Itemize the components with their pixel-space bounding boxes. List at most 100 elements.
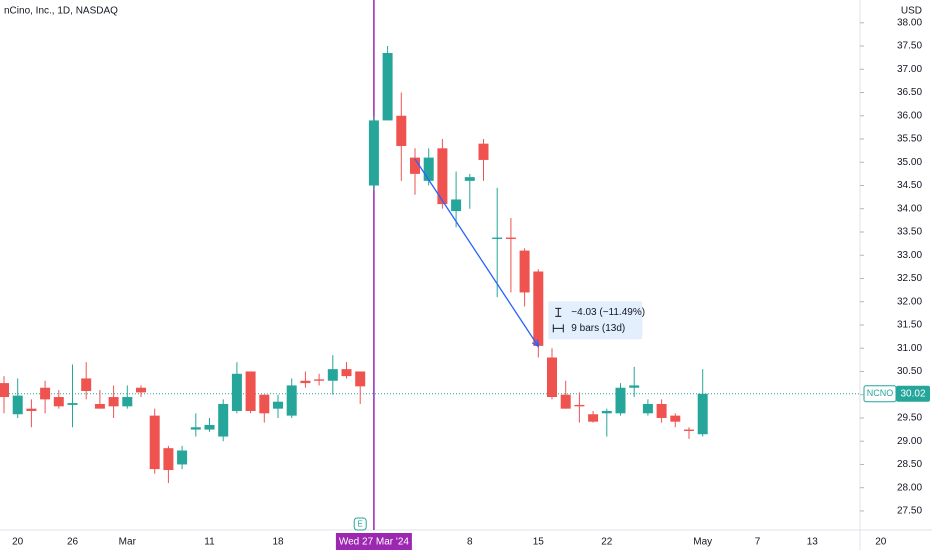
y-tick-label: 31.00 bbox=[897, 343, 922, 354]
y-tick-label: 27.50 bbox=[897, 506, 922, 517]
y-tick-label: 38.00 bbox=[897, 17, 922, 28]
candle-body bbox=[231, 373, 242, 411]
candle-body bbox=[560, 394, 571, 409]
y-tick-label: 34.00 bbox=[897, 203, 922, 214]
candle-body bbox=[122, 397, 133, 407]
candle-body bbox=[697, 393, 708, 435]
candle-body bbox=[684, 429, 694, 431]
candle-body bbox=[519, 250, 530, 293]
y-tick-label: 35.50 bbox=[897, 134, 922, 145]
crosshair-time-box bbox=[335, 533, 412, 550]
last-price-label: 30.02 bbox=[900, 388, 925, 399]
symbol-tag-label: NCNO bbox=[867, 388, 894, 398]
candle-body bbox=[355, 371, 366, 387]
candle-body bbox=[94, 404, 105, 409]
currency: USD bbox=[901, 6, 922, 17]
candle-body bbox=[245, 371, 256, 411]
candle-body bbox=[410, 157, 420, 174]
x-tick-label: 11 bbox=[204, 537, 215, 548]
y-tick-label: 31.50 bbox=[897, 320, 922, 331]
candle-body bbox=[547, 357, 557, 398]
measure-line bbox=[414, 158, 539, 347]
candle-body bbox=[190, 427, 201, 430]
candle-body bbox=[204, 424, 215, 430]
last-price-tag bbox=[896, 385, 930, 402]
candle-body bbox=[286, 385, 297, 416]
y-tick-label: 28.50 bbox=[897, 459, 922, 470]
candle-body bbox=[259, 394, 270, 414]
candle-body bbox=[368, 120, 379, 186]
candle-body bbox=[670, 415, 681, 422]
candle-body bbox=[81, 378, 92, 391]
y-tick-label: 33.50 bbox=[897, 227, 922, 238]
x-tick-label: May bbox=[693, 537, 712, 548]
x-tick-label: 15 bbox=[533, 537, 545, 548]
candle-body bbox=[533, 271, 544, 346]
candle-body bbox=[423, 157, 434, 181]
x-tick-label: Mar bbox=[119, 537, 137, 548]
candle-body bbox=[478, 143, 489, 160]
earnings-label: E bbox=[358, 520, 363, 529]
y-tick-label: 33.00 bbox=[897, 250, 922, 261]
x-tick-label: 8 bbox=[467, 537, 473, 548]
candle-body bbox=[396, 115, 407, 146]
y-tick-label: 37.50 bbox=[897, 41, 922, 52]
measure-bars: 9 bars (13d) bbox=[571, 323, 625, 334]
candle-body bbox=[574, 404, 585, 407]
candle-body bbox=[53, 397, 64, 407]
x-tick-label: 26 bbox=[67, 537, 79, 548]
x-tick-label: 7 bbox=[755, 537, 761, 548]
y-tick-label: 30.50 bbox=[897, 366, 922, 377]
candle-body bbox=[656, 404, 667, 418]
crosshair-time-label: Wed 27 Mar '24 bbox=[339, 537, 410, 548]
measure-change: −4.03 (−11.49%) bbox=[571, 307, 645, 318]
y-tick-label: 35.00 bbox=[897, 157, 922, 168]
candle-body bbox=[492, 237, 503, 239]
candle-body bbox=[629, 385, 640, 388]
candle-body bbox=[26, 408, 37, 411]
earnings-marker bbox=[353, 517, 367, 531]
chart-title: nCino, Inc., 1D, NASDAQ bbox=[4, 6, 118, 17]
candle-body bbox=[136, 387, 146, 393]
candle-body bbox=[437, 148, 448, 205]
candle-body bbox=[615, 387, 626, 414]
candle-body bbox=[588, 414, 599, 422]
x-tick-label: 18 bbox=[272, 537, 284, 548]
candle-body bbox=[327, 369, 338, 381]
candle-body bbox=[108, 397, 119, 407]
candle-body bbox=[40, 387, 51, 400]
candle-body bbox=[163, 448, 174, 471]
candle-body bbox=[12, 395, 23, 415]
y-tick-label: 36.50 bbox=[897, 87, 922, 98]
candle-body bbox=[464, 177, 475, 181]
x-tick-label: 20 bbox=[875, 537, 887, 548]
candle-body bbox=[300, 380, 311, 384]
y-tick-label: 29.50 bbox=[897, 413, 922, 424]
candle-body bbox=[642, 404, 653, 414]
y-tick-label: 37.00 bbox=[897, 64, 922, 75]
candle-body bbox=[505, 237, 516, 239]
x-tick-label: 22 bbox=[601, 537, 613, 548]
candle-body bbox=[382, 53, 393, 121]
x-tick-label: 20 bbox=[12, 537, 24, 548]
measure-arrowhead bbox=[531, 339, 540, 348]
y-tick-label: 32.50 bbox=[897, 273, 922, 284]
y-tick-label: 29.00 bbox=[897, 436, 922, 447]
candle-body bbox=[67, 403, 78, 405]
candle-body bbox=[314, 379, 325, 381]
candle-body bbox=[0, 383, 9, 398]
candle-body bbox=[451, 199, 462, 212]
y-tick-label: 36.00 bbox=[897, 110, 922, 121]
candle-body bbox=[177, 450, 188, 465]
y-tick-label: 32.00 bbox=[897, 296, 922, 307]
y-tick-label: 34.50 bbox=[897, 180, 922, 191]
x-tick-label: 13 bbox=[807, 537, 819, 548]
measure-box bbox=[548, 301, 643, 340]
candle-body bbox=[601, 410, 612, 414]
candle-body bbox=[218, 404, 229, 437]
candle-body bbox=[273, 401, 283, 409]
candle-body bbox=[341, 369, 352, 377]
